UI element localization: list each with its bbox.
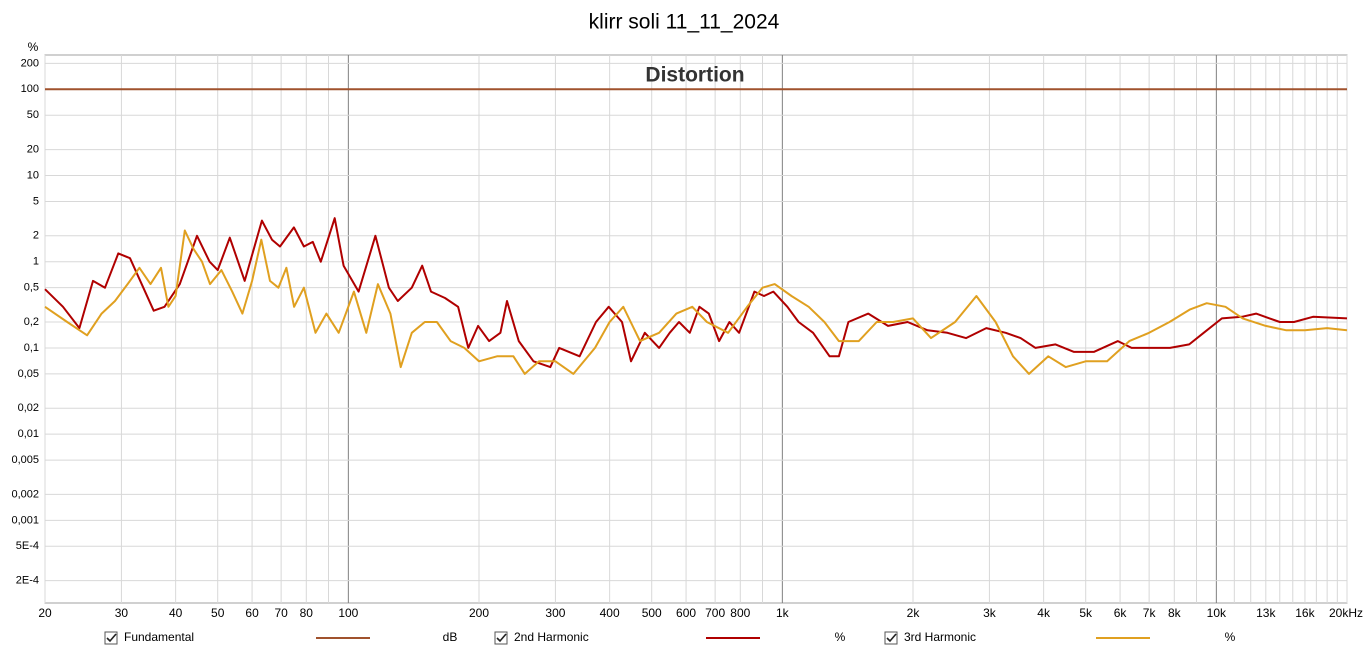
y-tick-label: 0,2 (24, 316, 39, 328)
y-tick-label: 2 (33, 230, 39, 242)
x-tick-label: 20kHz (1329, 606, 1363, 620)
x-tick-label: 400 (600, 606, 620, 620)
x-tick-label: 5k (1079, 606, 1093, 620)
checkbox-check (496, 633, 507, 643)
checkbox-check (886, 633, 897, 643)
legend-checkbox[interactable] (884, 631, 898, 645)
x-tick-label: 4k (1037, 606, 1051, 620)
legend-label: 2nd Harmonic (514, 630, 589, 644)
checkbox-box (884, 631, 898, 645)
x-tick-label: 6k (1114, 606, 1128, 620)
x-tick-label: 20 (38, 606, 52, 620)
y-tick-label: 0,1 (24, 342, 39, 354)
x-tick-label: 100 (338, 606, 358, 620)
legend-item: Fundamental dB (104, 630, 458, 645)
chart-title: klirr soli 11_11_2024 (589, 11, 780, 34)
legend-checkbox[interactable] (104, 631, 118, 645)
x-tick-label: 40 (169, 606, 183, 620)
plot-area (44, 54, 1348, 604)
series-line (44, 217, 1348, 369)
checkbox-box (494, 631, 508, 645)
x-tick-label: 80 (300, 606, 314, 620)
y-tick-label: 0,02 (18, 402, 39, 414)
y-tick-label: 0,002 (11, 488, 39, 500)
legend-item: 2nd Harmonic% (494, 630, 846, 645)
x-tick-label: 7k (1143, 606, 1157, 620)
x-tick-label: 60 (245, 606, 259, 620)
x-tick-label: 16k (1295, 606, 1315, 620)
x-tick-label: 8k (1168, 606, 1182, 620)
x-tick-label: 800 (730, 606, 750, 620)
y-tick-label: 0,05 (18, 368, 39, 380)
y-unit: % (28, 40, 39, 54)
x-tick-label: 10k (1207, 606, 1227, 620)
y-tick-label: 1 (33, 256, 39, 268)
y-tick-label: 5 (33, 195, 39, 207)
x-tick-label: 50 (211, 606, 225, 620)
y-tick-label: 5E-4 (16, 540, 39, 552)
x-tick-label: 500 (642, 606, 662, 620)
x-tick-label: 3k (983, 606, 997, 620)
series-line (44, 229, 1348, 375)
legend-unit: % (1225, 630, 1236, 644)
legend-label: Fundamental (124, 630, 194, 644)
y-tick-label: 0,01 (18, 428, 39, 440)
x-tick-label: 30 (115, 606, 129, 620)
legend-unit: % (835, 630, 846, 644)
legend-unit: dB (443, 630, 458, 644)
checkbox-check (106, 633, 117, 643)
y-tick-label: 50 (27, 109, 39, 121)
x-tick-label: 600 (676, 606, 696, 620)
legend-checkbox[interactable] (494, 631, 508, 645)
y-tick-label: 0,005 (11, 454, 39, 466)
y-tick-label: 0,001 (11, 514, 39, 526)
y-tick-label: 200 (21, 57, 39, 69)
y-tick-label: 20 (27, 143, 39, 155)
x-tick-label: 300 (545, 606, 565, 620)
x-tick-label: 2k (907, 606, 921, 620)
x-tick-label: 200 (469, 606, 489, 620)
y-tick-label: 2E-4 (16, 575, 39, 587)
x-tick-label: 70 (274, 606, 288, 620)
y-tick-label: 10 (27, 169, 39, 181)
plot-title: Distortion (645, 64, 744, 87)
x-tick-label: 13k (1256, 606, 1276, 620)
x-tick-label: 1k (776, 606, 790, 620)
legend-label: 3rd Harmonic (904, 630, 976, 644)
y-tick-label: 0,5 (24, 282, 39, 294)
checkbox-box (104, 631, 118, 645)
x-tick-label: 700 (705, 606, 725, 620)
legend-item: 3rd Harmonic% (884, 630, 1236, 645)
y-tick-label: 100 (21, 83, 39, 95)
